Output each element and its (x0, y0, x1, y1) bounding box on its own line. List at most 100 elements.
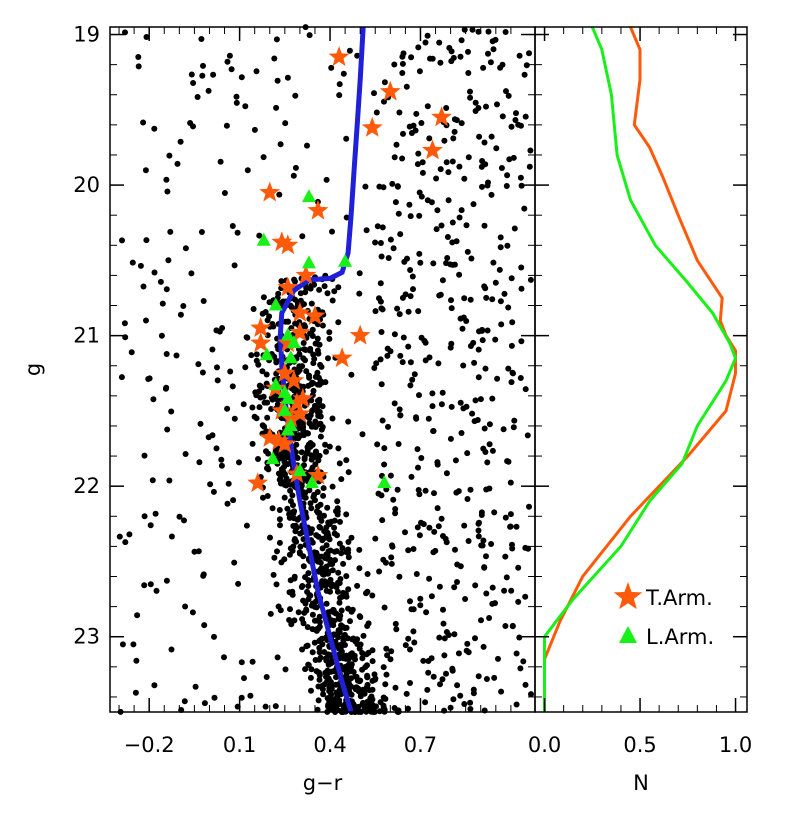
field-star (244, 167, 251, 174)
field-star (282, 120, 289, 127)
field-star (292, 528, 299, 535)
field-star (164, 188, 171, 195)
field-star (481, 139, 488, 146)
field-star (415, 464, 421, 471)
field-star (274, 77, 281, 84)
field-star (199, 72, 206, 79)
field-star (118, 374, 125, 381)
field-star (260, 494, 266, 501)
field-star (445, 632, 452, 638)
field-star (332, 557, 338, 564)
cmd-x-tick-label: 0.7 (404, 733, 437, 757)
field-star (414, 161, 421, 168)
t-arm-star (271, 231, 293, 252)
field-star (221, 654, 227, 661)
field-star (163, 351, 170, 357)
field-star (508, 123, 515, 130)
cmd-y-tick-label: 21 (73, 324, 100, 348)
field-star (408, 606, 415, 613)
field-star (376, 183, 383, 190)
t-arm-star (274, 433, 296, 453)
field-star (416, 68, 423, 75)
field-star (483, 103, 489, 110)
field-star (277, 522, 283, 529)
field-star (340, 70, 347, 77)
field-star (449, 219, 456, 226)
field-star (418, 455, 425, 461)
t-arm-star (289, 321, 311, 342)
field-star (438, 515, 445, 522)
field-star (377, 356, 384, 363)
field-star (422, 487, 429, 494)
field-star (462, 596, 469, 602)
field-star (312, 657, 319, 663)
field-star (407, 359, 414, 366)
field-star (259, 368, 266, 375)
l-arm-triangle (301, 189, 316, 203)
field-star (505, 365, 512, 372)
field-star (472, 99, 479, 106)
field-star (225, 480, 232, 487)
t-arm-star (259, 427, 281, 447)
field-star (518, 285, 525, 292)
field-star (320, 492, 327, 499)
field-star (389, 543, 396, 550)
field-star (274, 401, 281, 408)
field-star (324, 504, 331, 511)
field-star (489, 447, 496, 454)
field-star (522, 593, 529, 600)
t-arm-star (247, 472, 269, 493)
field-star (348, 661, 355, 668)
field-star (395, 441, 402, 447)
field-star (287, 498, 294, 505)
field-star (437, 681, 443, 688)
field-star (331, 524, 338, 531)
field-star (426, 135, 433, 142)
field-star (256, 382, 263, 389)
field-star (375, 490, 382, 497)
field-star (390, 496, 397, 503)
field-star (319, 683, 325, 689)
density-x-tick-label: 0.5 (623, 733, 656, 757)
field-star (287, 606, 293, 613)
field-star (323, 600, 330, 607)
field-star (435, 360, 442, 367)
l-arm-triangle (377, 475, 392, 489)
field-star (501, 290, 508, 297)
field-star (313, 668, 320, 675)
field-star (164, 426, 171, 433)
field-star (304, 642, 311, 649)
field-star (440, 620, 447, 627)
field-star (419, 159, 426, 166)
field-star (174, 160, 181, 167)
field-star (318, 426, 325, 433)
field-star (308, 397, 315, 404)
field-star (346, 47, 353, 54)
field-star (292, 320, 299, 327)
field-star (377, 240, 384, 246)
field-star (513, 650, 520, 657)
field-star (181, 698, 188, 705)
field-star (396, 573, 403, 580)
field-star (298, 449, 305, 456)
field-star (387, 656, 394, 663)
field-star (195, 548, 202, 555)
field-star (196, 459, 203, 466)
field-star (329, 228, 335, 235)
field-star (267, 610, 274, 617)
field-star (300, 432, 307, 439)
field-star (281, 494, 288, 501)
field-star (200, 572, 207, 579)
field-star (323, 448, 329, 455)
field-star (328, 64, 335, 71)
field-star (325, 609, 332, 616)
t-arm-star (304, 305, 326, 325)
field-star (392, 199, 399, 206)
t-arm-star (307, 464, 329, 485)
field-star (343, 457, 350, 464)
field-star (286, 478, 292, 485)
field-star (396, 109, 403, 116)
field-star (411, 639, 418, 646)
field-star (520, 658, 527, 665)
field-star (318, 517, 325, 524)
